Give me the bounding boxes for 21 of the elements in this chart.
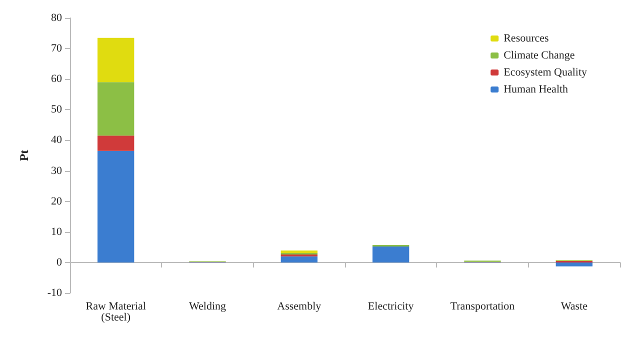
x-tick-label: Raw Material (Steel)	[86, 300, 146, 324]
y-tick-label: 30	[51, 164, 62, 177]
x-tick-label: Transportation	[450, 300, 516, 312]
legend-label: Resources	[504, 32, 549, 44]
y-tick-label: 60	[51, 73, 62, 86]
y-tick-label: 10	[51, 226, 62, 238]
x-tick-label: Welding	[189, 300, 226, 312]
legend-label: Ecosystem Quality	[504, 66, 588, 78]
x-tick-label: Assembly	[277, 300, 322, 312]
y-tick-label: 40	[51, 134, 62, 146]
y-tick-label: 0	[56, 256, 62, 268]
x-tick-label: Waste	[560, 300, 588, 312]
y-tick-label: 20	[51, 195, 62, 208]
x-tick-label: Electricity	[368, 300, 414, 312]
y-tick-label: -10	[47, 287, 62, 299]
y-tick-label: 70	[51, 42, 62, 55]
y-tick-label: 50	[51, 104, 62, 116]
legend-label: Climate Change	[504, 50, 575, 62]
y-axis-title: Pt	[17, 150, 31, 162]
y-tick-label: 80	[51, 12, 62, 24]
legend-label: Human Health	[504, 84, 569, 96]
